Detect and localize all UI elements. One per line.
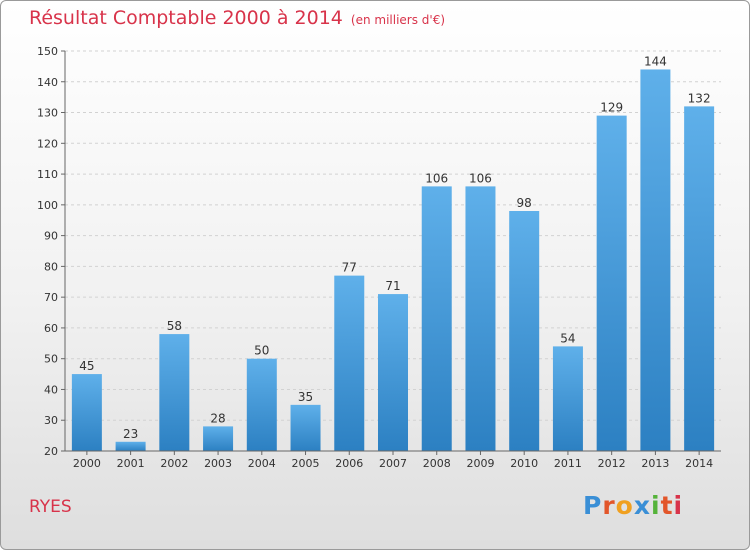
x-tick-label: 2009 (466, 457, 494, 470)
y-tick-label: 100 (37, 199, 58, 212)
bar-value-label: 35 (298, 390, 313, 404)
bar-2010 (509, 211, 540, 451)
bar-2014 (684, 106, 715, 451)
bar-value-label: 71 (385, 279, 400, 293)
bar-value-label: 106 (469, 171, 492, 185)
x-tick-label: 2005 (292, 457, 320, 470)
x-tick-label: 2012 (598, 457, 626, 470)
bar-value-label: 45 (79, 359, 94, 373)
y-tick-label: 70 (44, 291, 58, 304)
bar-2002 (159, 334, 190, 451)
bar-2001 (115, 441, 146, 451)
x-tick-label: 2002 (160, 457, 188, 470)
x-tick-label: 2000 (73, 457, 101, 470)
bar-value-label: 129 (600, 101, 623, 115)
bar-2004 (246, 358, 277, 451)
bar-2012 (596, 115, 627, 451)
bar-value-label: 50 (254, 344, 269, 358)
x-tick-label: 2011 (554, 457, 582, 470)
y-tick-label: 140 (37, 76, 58, 89)
bar-2006 (334, 275, 365, 451)
bar-2009 (465, 186, 496, 451)
logo-letter: x (633, 491, 651, 520)
x-tick-label: 2010 (510, 457, 538, 470)
logo-letter: r (602, 491, 616, 520)
y-tick-label: 80 (44, 260, 58, 273)
y-tick-label: 20 (44, 445, 58, 458)
proxiti-logo: Proxiti (583, 491, 683, 520)
title-text: Résultat Comptable 2000 à 2014 (29, 7, 343, 29)
bar-2000 (71, 374, 102, 451)
logo-letter: P (583, 491, 603, 520)
y-tick-label: 120 (37, 137, 58, 150)
bar-2003 (203, 426, 234, 451)
logo-letter: o (615, 491, 634, 520)
y-tick-label: 130 (37, 107, 58, 120)
logo-letter: i (673, 491, 684, 520)
bar-2007 (378, 294, 408, 451)
x-tick-label: 2001 (117, 457, 145, 470)
bar-value-label: 23 (123, 427, 138, 441)
y-tick-label: 90 (44, 230, 58, 243)
bar-2005 (290, 404, 321, 451)
bar-2013 (640, 69, 671, 451)
x-tick-label: 2013 (641, 457, 669, 470)
bar-2008 (421, 186, 452, 451)
bar-value-label: 132 (688, 91, 711, 105)
place-name: RYES (29, 497, 72, 517)
y-tick-label: 110 (37, 168, 58, 181)
x-tick-label: 2003 (204, 457, 232, 470)
bar-value-label: 144 (644, 54, 667, 68)
x-tick-label: 2014 (685, 457, 713, 470)
x-tick-label: 2007 (379, 457, 407, 470)
bar-value-label: 106 (425, 171, 448, 185)
y-tick-label: 50 (44, 353, 58, 366)
chart-title: Résultat Comptable 2000 à 2014 (en millie… (29, 7, 445, 29)
bar-value-label: 28 (210, 411, 225, 425)
bar-value-label: 77 (342, 261, 357, 275)
y-tick-label: 30 (44, 414, 58, 427)
x-tick-label: 2008 (423, 457, 451, 470)
x-tick-label: 2006 (335, 457, 363, 470)
x-tick-label: 2004 (248, 457, 276, 470)
y-tick-label: 150 (37, 45, 58, 58)
bar-value-label: 54 (560, 331, 575, 345)
bar-value-label: 58 (167, 319, 182, 333)
logo-letter: i (651, 491, 661, 520)
subtitle-text: (en milliers d'€) (350, 13, 446, 27)
bar-2011 (552, 346, 583, 451)
y-tick-label: 60 (44, 322, 58, 335)
logo-letter: t (660, 491, 674, 520)
bar-value-label: 98 (517, 196, 532, 210)
y-tick-label: 40 (44, 383, 58, 396)
